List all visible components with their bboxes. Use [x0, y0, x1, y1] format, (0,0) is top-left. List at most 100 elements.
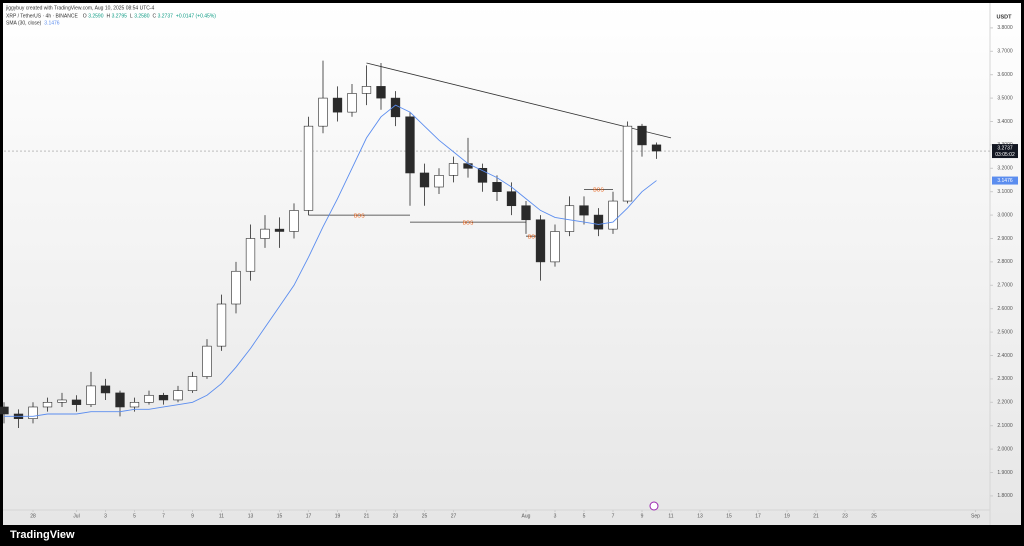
candle-body	[86, 385, 96, 405]
legend-text: XRP / TetherUS · 4h · BINANCE	[6, 13, 78, 19]
y-tick-label: 2.2000	[997, 400, 1013, 406]
x-tick-label: 5	[133, 513, 136, 519]
legend-text: SMA (30, close)	[6, 20, 42, 26]
y-tick-label: 3.6000	[997, 72, 1013, 78]
x-tick-label: 15	[726, 513, 732, 519]
candle-body	[463, 163, 473, 169]
candle-body	[245, 238, 256, 272]
candle-body	[521, 205, 531, 221]
countdown: 03:05:02	[995, 152, 1015, 158]
candle-body	[506, 191, 517, 207]
x-tick-label: 7	[162, 513, 165, 519]
bos-label: BOS	[593, 188, 604, 194]
candle-body	[637, 125, 647, 146]
x-tick-label: 25	[871, 513, 877, 519]
candle-body	[376, 86, 386, 99]
candle-body	[434, 175, 444, 188]
x-tick-label: 13	[248, 513, 254, 519]
legend-text: 3.2580	[134, 13, 150, 19]
y-tick-label: 2.5000	[997, 329, 1013, 335]
candle-body	[289, 210, 299, 232]
candle-body	[477, 167, 488, 183]
y-tick-label: 3.2000	[997, 166, 1013, 172]
y-tick-label: 2.1000	[997, 423, 1013, 429]
candle-body	[608, 200, 618, 230]
brand: TradingView	[10, 529, 75, 541]
candle-body	[115, 392, 125, 408]
y-tick-label: 2.9000	[997, 236, 1013, 242]
y-tick-label: 1.9000	[997, 470, 1013, 476]
bos-label: BOS	[463, 220, 474, 226]
x-tick-label: 15	[277, 513, 283, 519]
candle-body	[448, 163, 459, 176]
candle-body	[0, 406, 9, 415]
candle-body	[71, 399, 82, 405]
x-tick-label: 3	[104, 513, 107, 519]
x-tick-label: 28	[30, 513, 36, 519]
y-tick-label: 2.8000	[997, 259, 1013, 265]
y-tick-label: 2.7000	[997, 283, 1013, 289]
candle-body	[231, 270, 241, 305]
candle-body	[187, 376, 198, 391]
candle-body	[622, 125, 633, 202]
candle-body	[492, 182, 502, 192]
candle-body	[550, 231, 560, 263]
candle-body	[144, 394, 154, 403]
y-tick-label: 3.0000	[997, 212, 1013, 218]
x-tick-label: 13	[697, 513, 703, 519]
x-tick-label: 27	[451, 513, 457, 519]
candle-body	[651, 144, 662, 152]
y-tick-label: 1.8000	[997, 493, 1013, 499]
candle-body	[260, 228, 270, 239]
currency: USDT	[997, 14, 1013, 20]
legend: XRP / TetherUS · 4h · BINANCE O 3.2590 H 3.2…	[6, 13, 216, 26]
legend-text: 3.2590	[88, 13, 104, 19]
candle-body	[361, 86, 372, 94]
x-tick-label: 17	[755, 513, 761, 519]
y-tick-label: 2.0000	[997, 446, 1013, 452]
x-tick-label: 23	[393, 513, 399, 519]
legend-text: H	[106, 13, 110, 19]
bos-label: BOS	[528, 234, 539, 240]
y-tick-label: 2.4000	[997, 353, 1013, 359]
header: jiggybuy created with TradingView.com, A…	[5, 5, 155, 11]
legend-text: 3.2795	[112, 13, 128, 19]
candle-body	[57, 399, 67, 403]
y-tick-label: 3.1000	[997, 189, 1013, 195]
sma-line	[4, 104, 657, 417]
x-tick-label: 11	[668, 513, 673, 519]
candle-body	[564, 205, 575, 232]
event-icon[interactable]	[649, 501, 659, 511]
x-tick-label: Sep	[971, 513, 980, 519]
candle-body	[129, 401, 140, 408]
x-tick-label: 5	[583, 513, 586, 519]
candle-body	[173, 390, 183, 401]
x-tick-label: Aug	[522, 513, 531, 519]
candle-body	[202, 345, 212, 377]
legend-text: 3.1476	[44, 20, 60, 26]
y-tick-label: 3.7000	[997, 49, 1013, 55]
sma-label-bg	[992, 176, 1018, 185]
x-tick-label: 19	[335, 513, 341, 519]
legend-text: 3.2737	[158, 13, 174, 19]
candle-body	[405, 116, 415, 174]
x-tick-label: 23	[842, 513, 848, 519]
x-tick-label: 25	[422, 513, 428, 519]
price-label: 3.2737	[997, 145, 1013, 151]
trendline	[366, 62, 672, 139]
x-tick-label: 21	[364, 513, 370, 519]
candle-body	[318, 97, 328, 127]
x-tick-label: 3	[554, 513, 557, 519]
candle-body	[216, 303, 227, 347]
x-tick-label: 17	[306, 513, 312, 519]
candle-body	[593, 214, 604, 230]
bos-label: BOS	[354, 213, 365, 219]
legend-text: +0.0147 (+0.45%)	[176, 13, 216, 19]
x-tick-label: 9	[641, 513, 644, 519]
candle-body	[28, 406, 38, 419]
y-tick-label: 2.3000	[997, 376, 1013, 382]
candle-body	[158, 394, 169, 401]
candle-body	[419, 172, 430, 188]
